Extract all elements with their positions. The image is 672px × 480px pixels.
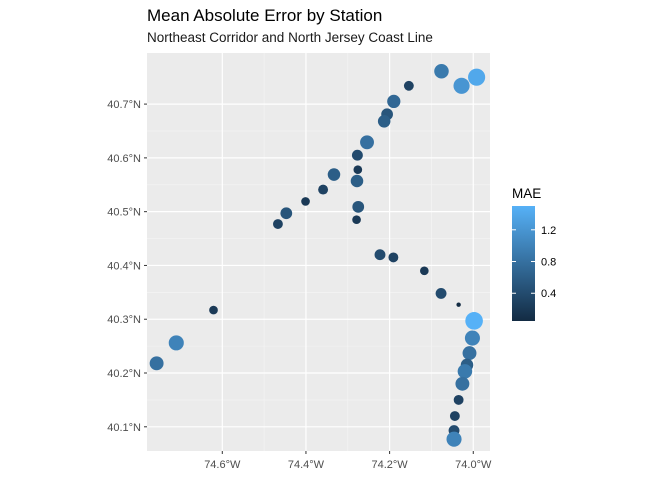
station-point <box>149 356 164 371</box>
station-point <box>318 184 329 195</box>
x-tick-label: 74.4°W <box>288 459 325 471</box>
station-point <box>465 312 483 330</box>
x-tick-label: 74.2°W <box>372 459 409 471</box>
x-tick-label: 74.6°W <box>204 459 241 471</box>
station-point <box>446 431 462 447</box>
y-tick-label: 40.7°N <box>107 99 141 111</box>
station-point <box>420 266 429 276</box>
station-point <box>449 411 460 421</box>
station-point <box>403 80 414 91</box>
legend-tick-label: 1.2 <box>541 225 556 237</box>
station-point <box>456 302 461 307</box>
station-point <box>374 249 386 261</box>
station-point <box>272 219 283 229</box>
legend: MAE 0.4 0.8 1.2 <box>512 186 556 321</box>
y-tick-label: 40.6°N <box>107 153 141 165</box>
station-point <box>360 135 374 150</box>
plot-panel <box>147 53 490 451</box>
station-point <box>457 364 473 379</box>
station-point <box>301 197 310 206</box>
station-point <box>455 376 470 391</box>
y-tick-label: 40.3°N <box>107 314 141 326</box>
station-point <box>350 174 364 188</box>
station-point <box>352 200 365 213</box>
station-point <box>280 207 293 220</box>
station-point <box>209 305 218 315</box>
legend-title: MAE <box>512 186 541 201</box>
y-axis: 40.1°N 40.2°N 40.3°N 40.4°N 40.5°N 40.6°N 40.7… <box>107 99 147 434</box>
x-axis: 74.6°W 74.4°W 74.2°W 74.0°W <box>204 451 492 471</box>
station-point <box>388 252 399 263</box>
station-point <box>468 68 486 86</box>
station-point <box>351 149 363 161</box>
station-point <box>453 77 470 94</box>
chart-subtitle: Northeast Corridor and North Jersey Coas… <box>147 30 433 45</box>
legend-tick-label: 0.8 <box>541 257 556 269</box>
y-tick-label: 40.2°N <box>107 368 141 380</box>
station-point <box>435 287 447 299</box>
station-point <box>352 215 361 225</box>
station-point <box>168 335 184 351</box>
legend-colorbar <box>512 206 535 321</box>
station-point <box>462 346 477 361</box>
station-point <box>353 165 363 175</box>
y-tick-label: 40.4°N <box>107 260 141 272</box>
x-tick-label: 74.0°W <box>455 459 492 471</box>
station-point <box>464 330 480 346</box>
station-point <box>377 115 391 128</box>
station-point <box>453 394 464 405</box>
y-tick-label: 40.5°N <box>107 207 141 219</box>
station-point <box>434 64 449 79</box>
y-tick-label: 40.1°N <box>107 422 141 434</box>
station-point <box>387 94 401 109</box>
legend-ticks: 0.4 0.8 1.2 <box>512 225 556 300</box>
points-layer <box>149 64 486 447</box>
station-point <box>327 168 341 181</box>
chart-title: Mean Absolute Error by Station <box>147 6 382 25</box>
legend-tick-label: 0.4 <box>541 288 556 300</box>
